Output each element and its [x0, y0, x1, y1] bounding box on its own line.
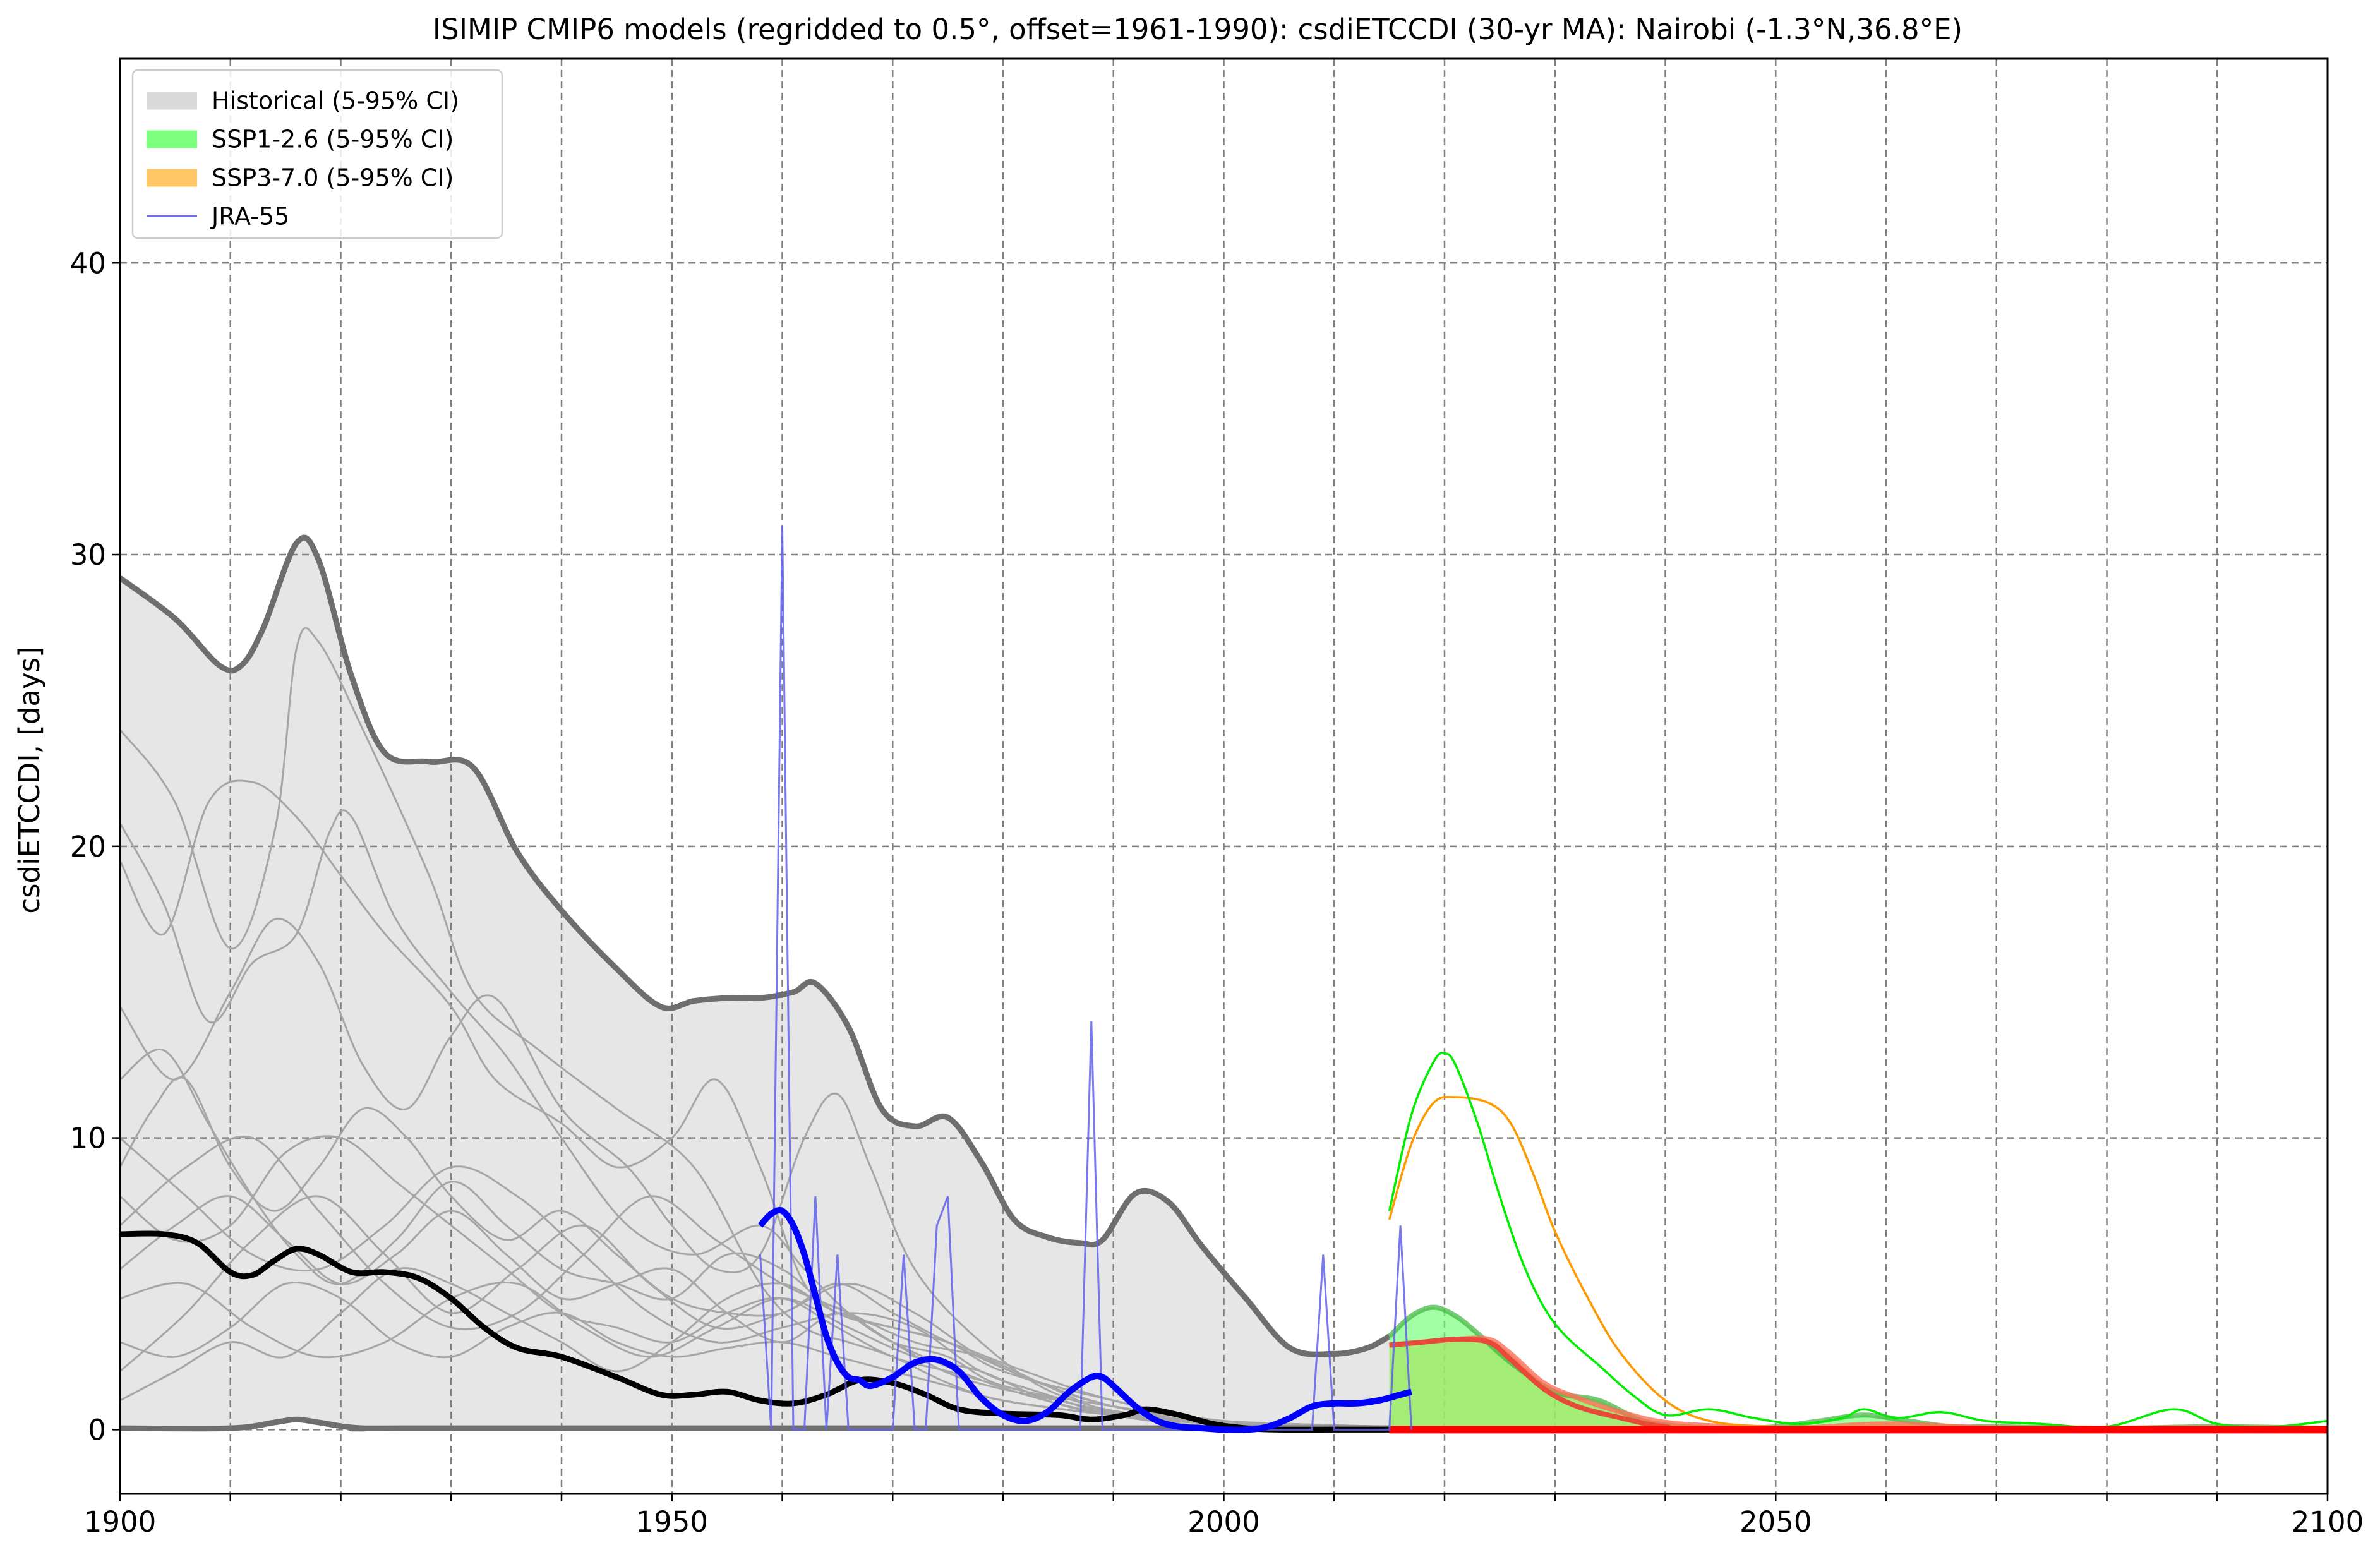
model-member-line [120, 917, 1390, 1428]
x-tick-label: 2100 [2292, 1505, 2364, 1539]
model-member-line [120, 1048, 1390, 1428]
model-member-line [120, 1137, 1390, 1429]
model-member-line [120, 1267, 1390, 1428]
jra55-raw-line [759, 525, 1413, 1431]
ssp126-band [1389, 1307, 2328, 1430]
chart-title: ISIMIP CMIP6 models (regridded to 0.5°, … [433, 13, 1962, 46]
y-tick-label: 20 [70, 830, 106, 863]
x-tick-label: 2050 [1740, 1505, 1812, 1539]
legend-entry-label: SSP1-2.6 (5-95% CI) [212, 126, 454, 153]
y-axis-label: csdiETCCDI, [days] [13, 646, 46, 913]
historical-mean-line [120, 1230, 1390, 1433]
legend-box [131, 69, 503, 239]
x-tick-label: 1950 [635, 1505, 708, 1539]
legend: Historical (5-95% CI) SSP1-2.6 (5-95% CI)… [131, 69, 503, 239]
axis-ticks: 1900 1950 2000 2050 2100 0 10 20 30 40 [70, 246, 2364, 1539]
y-tick-label: 30 [70, 538, 106, 572]
legend-entry-label: SSP3-7.0 (5-95% CI) [212, 164, 454, 192]
plot-area [119, 57, 2329, 1495]
legend-swatch [147, 92, 197, 110]
legend-entry-label: JRA-55 [210, 203, 289, 231]
model-member-line [120, 1281, 1390, 1428]
jra55-smooth-line [757, 1206, 1412, 1433]
x-tick-label: 1900 [84, 1505, 157, 1539]
legend-swatch [147, 169, 197, 187]
legend-swatch [147, 130, 197, 148]
plot-content [120, 59, 2328, 1494]
y-tick-label: 10 [70, 1122, 106, 1155]
y-tick-label: 40 [70, 246, 106, 280]
model-member-line [120, 779, 1390, 1428]
model-member-line [120, 1281, 1390, 1428]
y-tick-label: 0 [88, 1413, 106, 1446]
historical-band [120, 538, 1390, 1429]
x-tick-label: 2000 [1187, 1505, 1260, 1539]
model-member-line [120, 1135, 1390, 1428]
historical-upper-line [120, 534, 1391, 1357]
legend-entry-label: Historical (5-95% CI) [212, 87, 459, 115]
